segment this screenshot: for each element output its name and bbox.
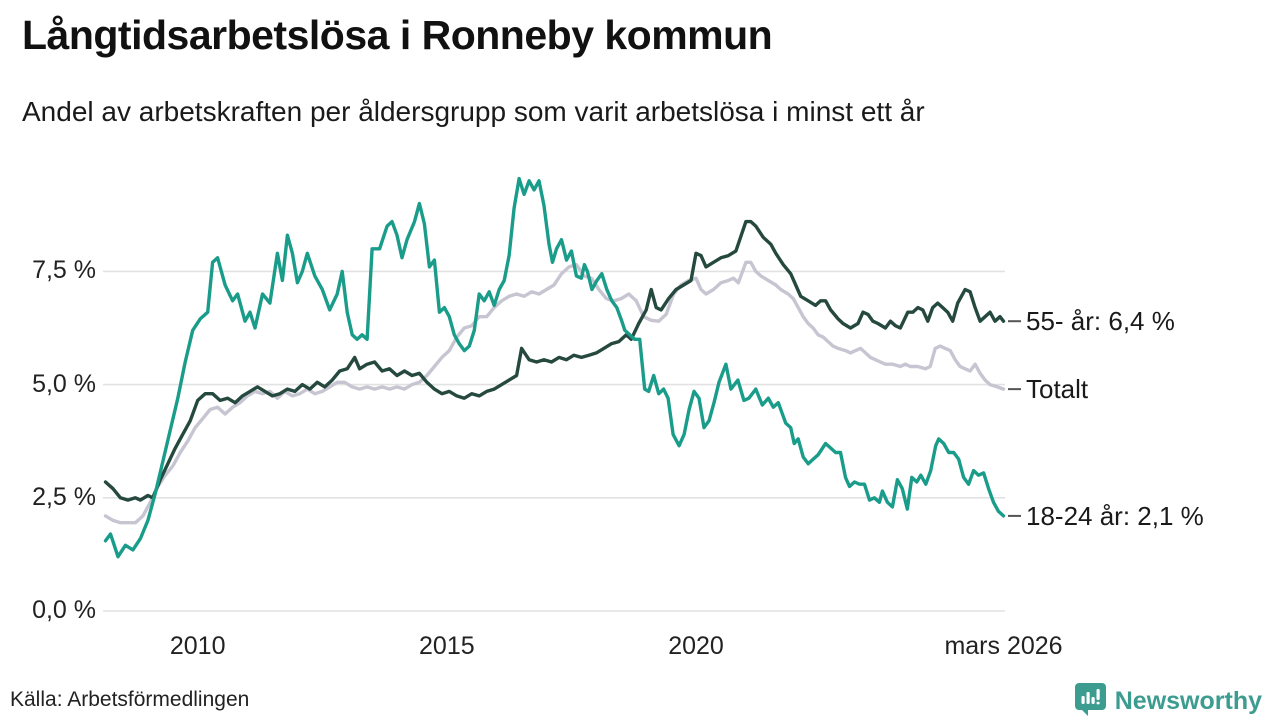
x-axis-tick-label: 2010 [169, 632, 226, 660]
x-axis-tick-label: mars 2026 [944, 632, 1063, 660]
series-end-label-totalt: Totalt [1026, 374, 1089, 405]
line-series-18-24-r [103, 176, 1006, 559]
line-series-totalt [103, 260, 1006, 525]
chart-subtitle: Andel av arbetskraften per åldersgrupp s… [22, 96, 925, 127]
y-axis-tick-label: 0,0 % [32, 596, 96, 624]
speech-bubble-bar-chart-icon [1074, 682, 1107, 721]
x-axis-tick-label: 2015 [419, 632, 475, 660]
newsworthy-logo: Newsworthy [1074, 682, 1262, 721]
line-series-55-r [103, 219, 1006, 502]
series-end-label-18-24-r: 18-24 år: 2,1 % [1026, 500, 1204, 531]
y-axis-tick-label: 7,5 % [32, 256, 96, 285]
page-title: Långtidsarbetslösa i Ronneby kommun [22, 12, 773, 58]
brand-name: Newsworthy [1114, 687, 1262, 715]
y-axis-tick-label: 2,5 % [32, 482, 96, 511]
y-axis-tick-label: 5,0 % [32, 369, 96, 398]
series-end-label-55-r: 55- år: 6,4 % [1026, 306, 1175, 337]
x-axis-tick-label: 2020 [668, 632, 724, 660]
source-note: Källa: Arbetsförmedlingen [10, 688, 250, 711]
